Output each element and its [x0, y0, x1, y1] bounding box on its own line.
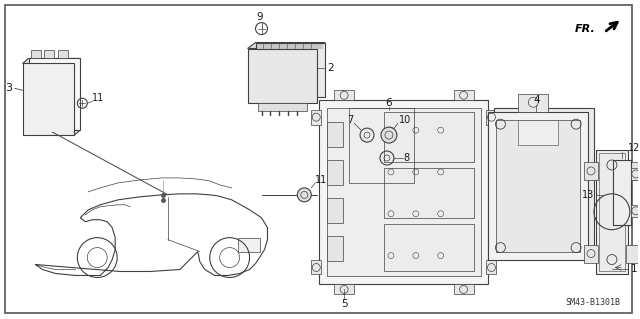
Bar	[384, 112, 474, 162]
Text: 3: 3	[6, 83, 13, 93]
Bar	[45, 50, 54, 58]
Bar	[599, 153, 625, 271]
Circle shape	[381, 127, 397, 143]
Text: FR.: FR.	[575, 24, 596, 33]
Bar	[384, 224, 474, 271]
Bar	[311, 260, 321, 274]
Bar	[497, 120, 580, 252]
Bar	[237, 238, 259, 252]
Bar	[349, 108, 414, 183]
Text: 4: 4	[533, 95, 540, 105]
Text: 2: 2	[327, 63, 334, 73]
Bar	[518, 94, 548, 112]
Text: 6: 6	[386, 98, 392, 108]
Bar	[58, 50, 68, 58]
Bar	[454, 90, 474, 100]
Text: 9: 9	[256, 12, 263, 22]
Bar	[327, 160, 343, 185]
Polygon shape	[74, 58, 81, 135]
Bar	[596, 150, 628, 274]
Text: 12: 12	[628, 143, 640, 153]
Bar	[584, 162, 598, 180]
Text: 5: 5	[341, 299, 348, 309]
Text: 11: 11	[92, 93, 104, 103]
Bar	[327, 236, 343, 261]
Text: 11: 11	[316, 175, 328, 185]
Polygon shape	[248, 42, 325, 48]
Bar	[613, 160, 631, 225]
Text: 7: 7	[347, 115, 353, 125]
Bar	[327, 198, 343, 223]
Text: 8: 8	[404, 153, 410, 163]
Bar	[257, 103, 307, 111]
Bar	[631, 168, 640, 180]
Bar	[255, 42, 325, 97]
Bar	[319, 100, 488, 285]
Bar	[495, 108, 594, 256]
Text: 1: 1	[631, 264, 638, 275]
Circle shape	[298, 188, 311, 202]
Text: 13: 13	[582, 190, 594, 200]
Bar	[334, 90, 354, 100]
Bar	[29, 58, 81, 130]
Bar	[626, 162, 638, 180]
Bar	[31, 50, 40, 58]
Bar	[584, 245, 598, 263]
Bar	[327, 108, 481, 277]
Bar	[311, 110, 321, 125]
Bar	[327, 122, 343, 147]
Bar	[486, 110, 497, 125]
Bar	[486, 260, 497, 274]
Polygon shape	[22, 58, 81, 63]
Bar	[248, 48, 317, 103]
Bar	[631, 205, 640, 217]
Text: 10: 10	[399, 115, 411, 125]
Bar	[384, 168, 474, 218]
Bar	[334, 285, 354, 294]
Bar	[488, 112, 588, 260]
Bar	[22, 63, 74, 135]
Text: SM43-B1301B: SM43-B1301B	[565, 298, 620, 307]
Bar	[454, 285, 474, 294]
Bar	[626, 245, 638, 263]
Bar	[518, 120, 558, 145]
